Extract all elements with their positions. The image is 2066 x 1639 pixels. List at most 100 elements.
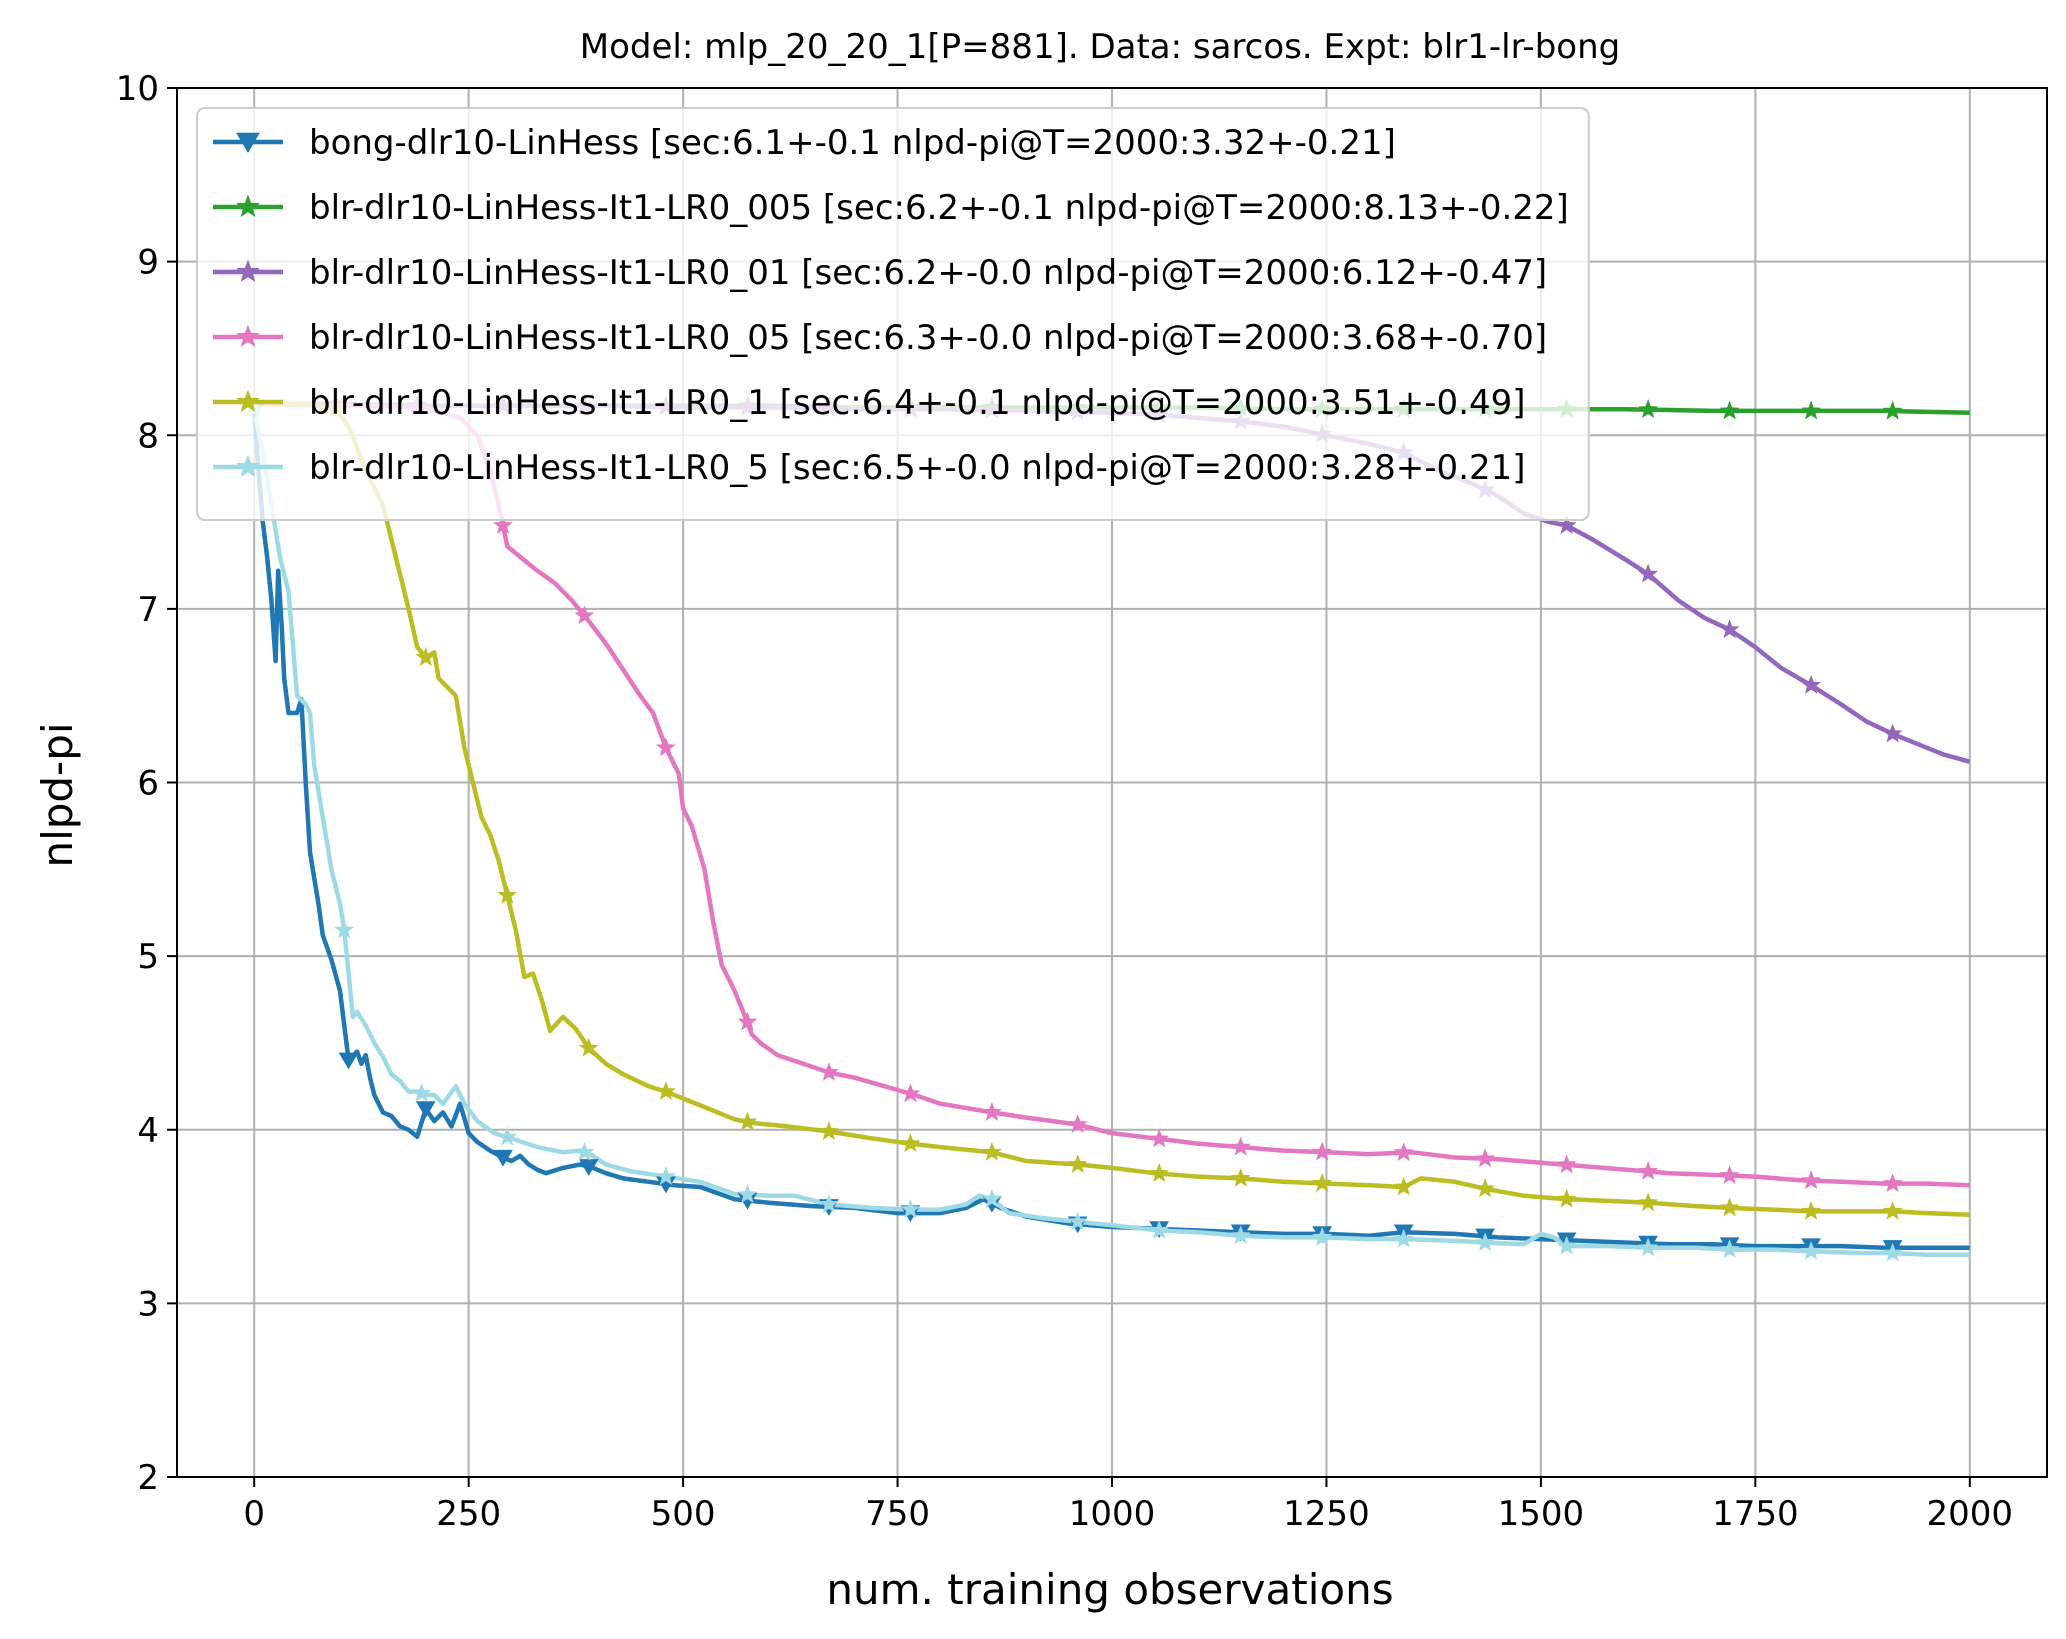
series-2-marker <box>1801 400 1822 420</box>
y-tick-label: 4 <box>137 1111 159 1151</box>
series-6-marker <box>656 1166 676 1186</box>
legend-marker-3 <box>236 259 260 283</box>
series-5-marker <box>1719 1197 1740 1217</box>
legend-label-3: blr-dlr10-LinHess-It1-LR0_01 [sec:6.2+-0… <box>309 253 1547 293</box>
series-3-marker <box>1638 563 1659 583</box>
series-line-1 <box>251 409 1970 1251</box>
series-6-marker <box>411 1082 432 1102</box>
series-5-marker <box>1556 1188 1577 1208</box>
series-4-marker <box>737 1011 758 1031</box>
series-3-marker <box>1556 515 1577 534</box>
series-4-marker <box>1719 1165 1740 1185</box>
series-4-marker <box>1230 1136 1251 1156</box>
series-6-marker <box>1230 1225 1251 1245</box>
legend-marker-4 <box>236 324 260 348</box>
x-tick-label: 1250 <box>1283 1494 1370 1534</box>
series-2-marker <box>1638 399 1659 419</box>
series-5-marker <box>578 1037 599 1057</box>
series-6-marker <box>574 1141 595 1161</box>
series-6-marker <box>1312 1226 1333 1246</box>
y-tick-label: 6 <box>137 764 159 804</box>
series-4-marker <box>574 605 595 625</box>
series-4-marker <box>1475 1148 1496 1168</box>
legend-label-4: blr-dlr10-LinHess-It1-LR0_05 [sec:6.3+-0… <box>309 318 1547 358</box>
series-3-marker <box>1882 723 1903 743</box>
series-4-marker <box>656 737 676 757</box>
series-6-marker <box>1882 1242 1903 1262</box>
series-5-marker <box>900 1133 921 1153</box>
series-6-marker <box>1393 1228 1414 1248</box>
series-5-marker <box>1067 1154 1088 1173</box>
series-6-marker <box>1801 1240 1822 1260</box>
series-1-marker <box>578 1159 599 1176</box>
series-4-marker <box>1149 1128 1170 1148</box>
series-5-marker <box>656 1081 676 1100</box>
x-tick-label: 1750 <box>1712 1494 1799 1534</box>
series-5-marker <box>1638 1192 1659 1212</box>
y-tick-label: 5 <box>137 937 159 977</box>
series-2-marker <box>1719 400 1740 420</box>
series-4-marker <box>900 1083 921 1103</box>
legend: bong-dlr10-LinHess [sec:6.1+-0.1 nlpd-pi… <box>196 107 1590 521</box>
series-5-marker <box>1882 1200 1903 1220</box>
y-tick-label: 2 <box>137 1458 159 1498</box>
legend-label-6: blr-dlr10-LinHess-It1-LR0_5 [sec:6.5+-0.… <box>309 448 1526 488</box>
y-axis-label: nlpd-pi <box>33 722 82 867</box>
series-6-marker <box>900 1199 921 1219</box>
series-6-marker <box>1149 1220 1170 1239</box>
series-4-marker <box>1801 1170 1822 1190</box>
series-5-marker <box>1475 1178 1496 1198</box>
series-5-marker <box>819 1121 839 1140</box>
series-4-marker <box>1393 1142 1414 1162</box>
series-4-marker <box>819 1062 839 1081</box>
series-3-marker <box>1801 674 1822 694</box>
series-4-marker <box>493 515 513 534</box>
chart-title: Model: mlp_20_20_1[P=881]. Data: sarcos.… <box>580 27 1620 67</box>
series-4-marker <box>1312 1141 1333 1161</box>
series-5-marker <box>1149 1163 1170 1182</box>
series-4-marker <box>1556 1154 1577 1174</box>
series-line-5 <box>254 401 1970 1218</box>
series-5-marker <box>1393 1176 1414 1196</box>
series-6-marker <box>981 1188 1002 1208</box>
x-tick-label: 1500 <box>1498 1494 1585 1534</box>
series-line-4 <box>254 401 1970 1188</box>
legend-label-5: blr-dlr10-LinHess-It1-LR0_1 [sec:6.4+-0.… <box>309 383 1526 423</box>
legend-label-1: bong-dlr10-LinHess [sec:6.1+-0.1 nlpd-pi… <box>309 123 1396 163</box>
series-2-marker <box>1882 400 1903 420</box>
legend-marker-5 <box>236 389 260 413</box>
x-tick-label: 1000 <box>1069 1494 1156 1534</box>
series-3-marker <box>1719 619 1740 639</box>
series-6-marker <box>1067 1211 1088 1231</box>
x-axis-label: num. training observations <box>826 1565 1393 1614</box>
legend-marker-2 <box>236 194 260 218</box>
x-tick-label: 250 <box>436 1494 501 1534</box>
series-1-marker <box>493 1149 513 1167</box>
series-5-marker <box>1230 1167 1251 1187</box>
series-4-marker <box>981 1101 1002 1121</box>
series-6-marker <box>1638 1237 1659 1257</box>
series-6-marker <box>497 1126 518 1146</box>
x-tick-label: 2000 <box>1927 1494 2014 1534</box>
series-6-marker <box>1556 1235 1577 1255</box>
series-6-marker <box>334 919 355 939</box>
series-5-marker <box>981 1141 1002 1161</box>
series-6-marker <box>737 1184 758 1204</box>
x-tick-label: 750 <box>865 1494 930 1534</box>
y-tick-label: 9 <box>137 243 159 283</box>
series-5-marker <box>1312 1172 1333 1192</box>
series-5-marker <box>497 884 518 904</box>
y-tick-label: 7 <box>137 590 159 630</box>
series-5-marker <box>737 1111 758 1131</box>
series-6-marker <box>819 1193 839 1213</box>
series-5-marker <box>415 647 436 666</box>
y-tick-label: 3 <box>137 1284 159 1324</box>
y-tick-label: 10 <box>116 69 159 109</box>
legend-marker-1 <box>236 132 260 153</box>
x-tick-label: 0 <box>243 1494 265 1534</box>
legend-label-2: blr-dlr10-LinHess-It1-LR0_005 [sec:6.2+-… <box>309 188 1569 228</box>
y-tick-label: 8 <box>137 416 159 456</box>
series-4-marker <box>1882 1173 1903 1193</box>
series-5-marker <box>1801 1200 1822 1220</box>
